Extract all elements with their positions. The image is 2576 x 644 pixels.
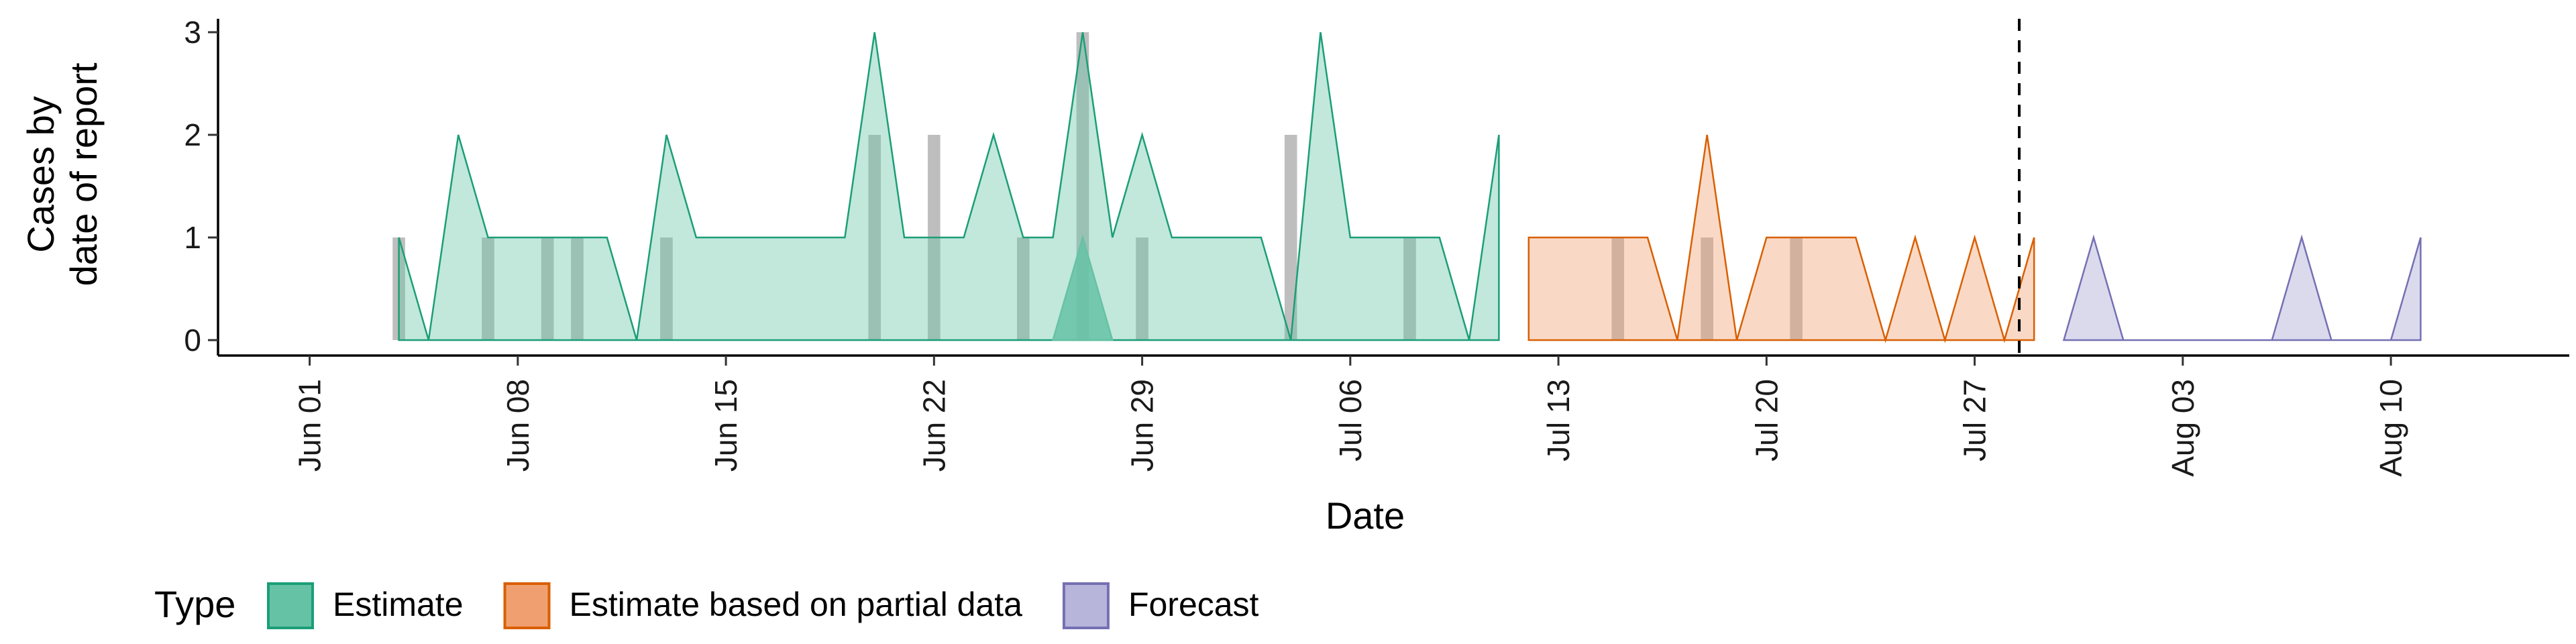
- observed-bar: [571, 237, 584, 340]
- forecast-ribbon: [2062, 234, 2422, 341]
- legend-label-estimate-based-on-partial-data: Estimate based on partial data: [570, 586, 1023, 623]
- x-tick-label: Jun 08: [500, 379, 535, 472]
- y-tick-label: 3: [184, 15, 201, 50]
- x-tick-label: Jul 13: [1541, 379, 1576, 462]
- observed-bar: [541, 237, 554, 340]
- legend-label-forecast: Forecast: [1128, 586, 1259, 623]
- observed-bar: [1017, 237, 1030, 340]
- observed-bar: [1403, 237, 1416, 340]
- observed-bar: [1790, 237, 1803, 340]
- legend: Type Estimate Estimate based on partial d…: [154, 582, 1259, 629]
- y-axis-title-line-2: date of report: [62, 62, 105, 286]
- x-tick-label: Aug 03: [2165, 379, 2200, 477]
- y-tick-label: 1: [184, 220, 201, 255]
- x-tick-label: Jul 27: [1957, 379, 1992, 462]
- x-tick-label: Jun 01: [292, 379, 327, 472]
- x-tick-label: Jul 06: [1333, 379, 1368, 462]
- x-tick-label: Jun 22: [916, 379, 951, 472]
- legend-swatch-estimate: [267, 582, 314, 629]
- x-tick-label: Jun 29: [1125, 379, 1160, 472]
- observed-bar: [1136, 237, 1148, 340]
- observed-bar: [1284, 135, 1297, 340]
- observed-bar: [660, 237, 673, 340]
- x-tick-label: Jul 20: [1749, 379, 1784, 462]
- legend-swatch-estimate-based-on-partial-data: [503, 582, 551, 629]
- observed-bar: [868, 135, 881, 340]
- observed-bar: [1611, 237, 1625, 340]
- axes: 0 1 2 3 Jun 01 Jun 08 Jun 15 Jun 22 Jun 29 Jul 06…: [184, 15, 2569, 477]
- y-axis-title-line-1: Cases by: [19, 96, 62, 252]
- estimate-inner-ribbon: [1051, 234, 1114, 341]
- observed-bar: [1701, 237, 1713, 340]
- estimate-based-on-partial-data-ribbon: [1527, 134, 2035, 343]
- legend-swatch-forecast: [1062, 582, 1110, 629]
- x-axis-title: Date: [1326, 494, 1405, 537]
- estimate-ribbon: [398, 32, 1500, 341]
- observed-bar: [482, 237, 494, 340]
- x-tick-label: Jun 15: [708, 379, 743, 472]
- y-tick-label: 0: [184, 323, 201, 358]
- legend-label-estimate: Estimate: [333, 586, 464, 623]
- estimate-series-layer: [398, 32, 2422, 343]
- x-tick-label: Aug 10: [2373, 379, 2408, 477]
- legend-title: Type: [154, 583, 235, 625]
- y-tick-label: 2: [184, 117, 201, 152]
